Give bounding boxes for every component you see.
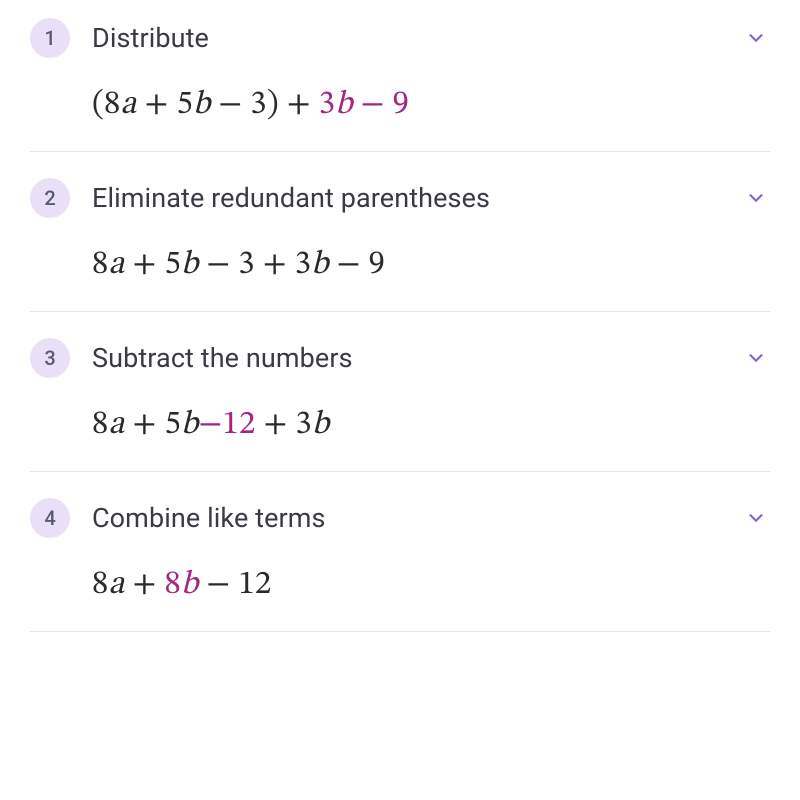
step-header[interactable]: 1 Distribute	[30, 18, 770, 58]
equation: 8a + 5b−12 + 3b	[92, 404, 770, 445]
step-header[interactable]: 2 Eliminate redundant parentheses	[30, 178, 770, 218]
chevron-down-icon[interactable]	[742, 184, 770, 212]
equation: 8a + 8b − 12	[92, 564, 770, 605]
step-header[interactable]: 3 Subtract the numbers	[30, 338, 770, 378]
equation: 8a + 5b − 3 + 3b − 9	[92, 244, 770, 285]
step-title: Subtract the numbers	[92, 342, 353, 374]
step-title: Combine like terms	[92, 502, 326, 534]
chevron-down-icon[interactable]	[742, 344, 770, 372]
step-title: Distribute	[92, 22, 209, 54]
step-number-badge: 1	[30, 18, 70, 58]
equation: (8a + 5b − 3) + 3b − 9	[92, 84, 770, 125]
step-row: 1 Distribute (8a + 5b − 3) + 3b − 9	[30, 18, 770, 152]
step-row: 3 Subtract the numbers 8a + 5b−12 + 3b	[30, 338, 770, 472]
step-number-badge: 3	[30, 338, 70, 378]
step-title: Eliminate redundant parentheses	[92, 182, 490, 214]
step-number-badge: 4	[30, 498, 70, 538]
chevron-down-icon[interactable]	[742, 504, 770, 532]
step-row: 4 Combine like terms 8a + 8b − 12	[30, 498, 770, 632]
step-row: 2 Eliminate redundant parentheses 8a + 5…	[30, 178, 770, 312]
steps-container: 1 Distribute (8a + 5b − 3) + 3b − 9 2 El…	[0, 0, 800, 632]
chevron-down-icon[interactable]	[742, 24, 770, 52]
step-header[interactable]: 4 Combine like terms	[30, 498, 770, 538]
step-number-badge: 2	[30, 178, 70, 218]
